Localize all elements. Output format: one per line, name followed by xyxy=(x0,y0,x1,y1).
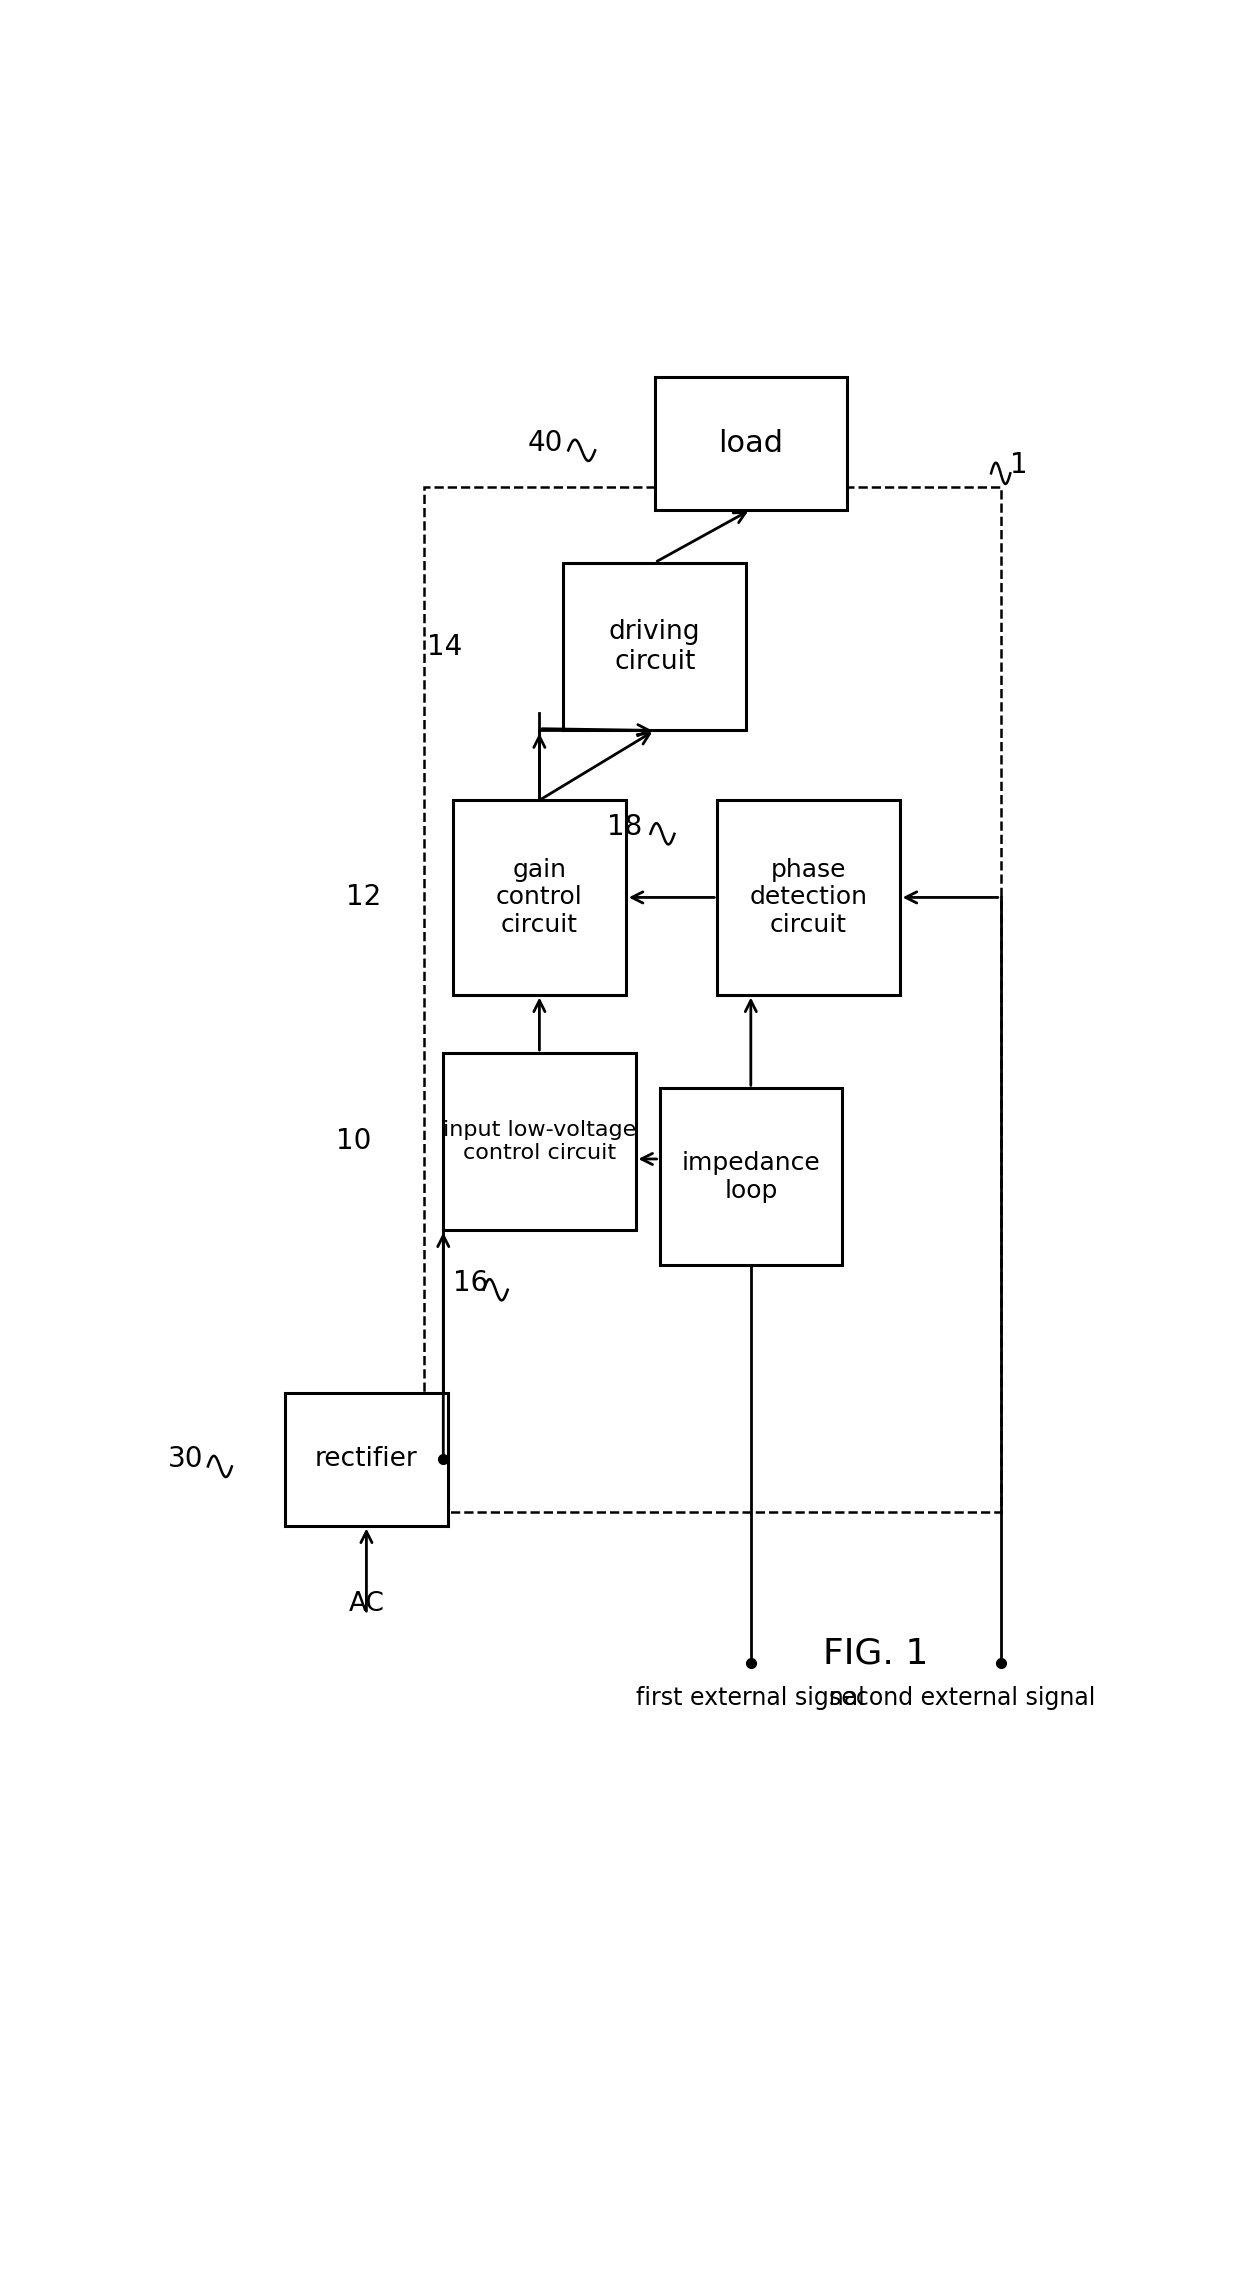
Text: 40: 40 xyxy=(528,429,563,457)
Text: FIG. 1: FIG. 1 xyxy=(823,1636,929,1671)
Text: driving
circuit: driving circuit xyxy=(609,617,701,675)
Text: impedance
loop: impedance loop xyxy=(682,1150,820,1203)
Bar xyxy=(285,1393,448,1526)
Bar xyxy=(717,801,900,994)
Text: AC: AC xyxy=(348,1590,384,1618)
Bar xyxy=(660,1088,842,1265)
Text: load: load xyxy=(718,429,784,457)
Bar xyxy=(424,487,1001,1512)
Text: 18: 18 xyxy=(608,812,642,840)
Text: 10: 10 xyxy=(336,1127,371,1154)
Bar xyxy=(655,376,847,509)
Text: rectifier: rectifier xyxy=(315,1446,418,1473)
Text: first external signal: first external signal xyxy=(636,1687,866,1710)
Text: 12: 12 xyxy=(346,884,381,911)
Text: gain
control
circuit: gain control circuit xyxy=(496,858,583,936)
Text: 30: 30 xyxy=(167,1446,203,1473)
Text: 14: 14 xyxy=(428,633,463,661)
Text: second external signal: second external signal xyxy=(830,1687,1095,1710)
Bar xyxy=(563,562,746,730)
Bar xyxy=(444,1053,635,1230)
Text: 16: 16 xyxy=(453,1269,489,1297)
Text: input low-voltage
control circuit: input low-voltage control circuit xyxy=(443,1120,636,1164)
Bar xyxy=(453,801,626,994)
Text: phase
detection
circuit: phase detection circuit xyxy=(749,858,868,936)
Text: 1: 1 xyxy=(1011,450,1028,480)
